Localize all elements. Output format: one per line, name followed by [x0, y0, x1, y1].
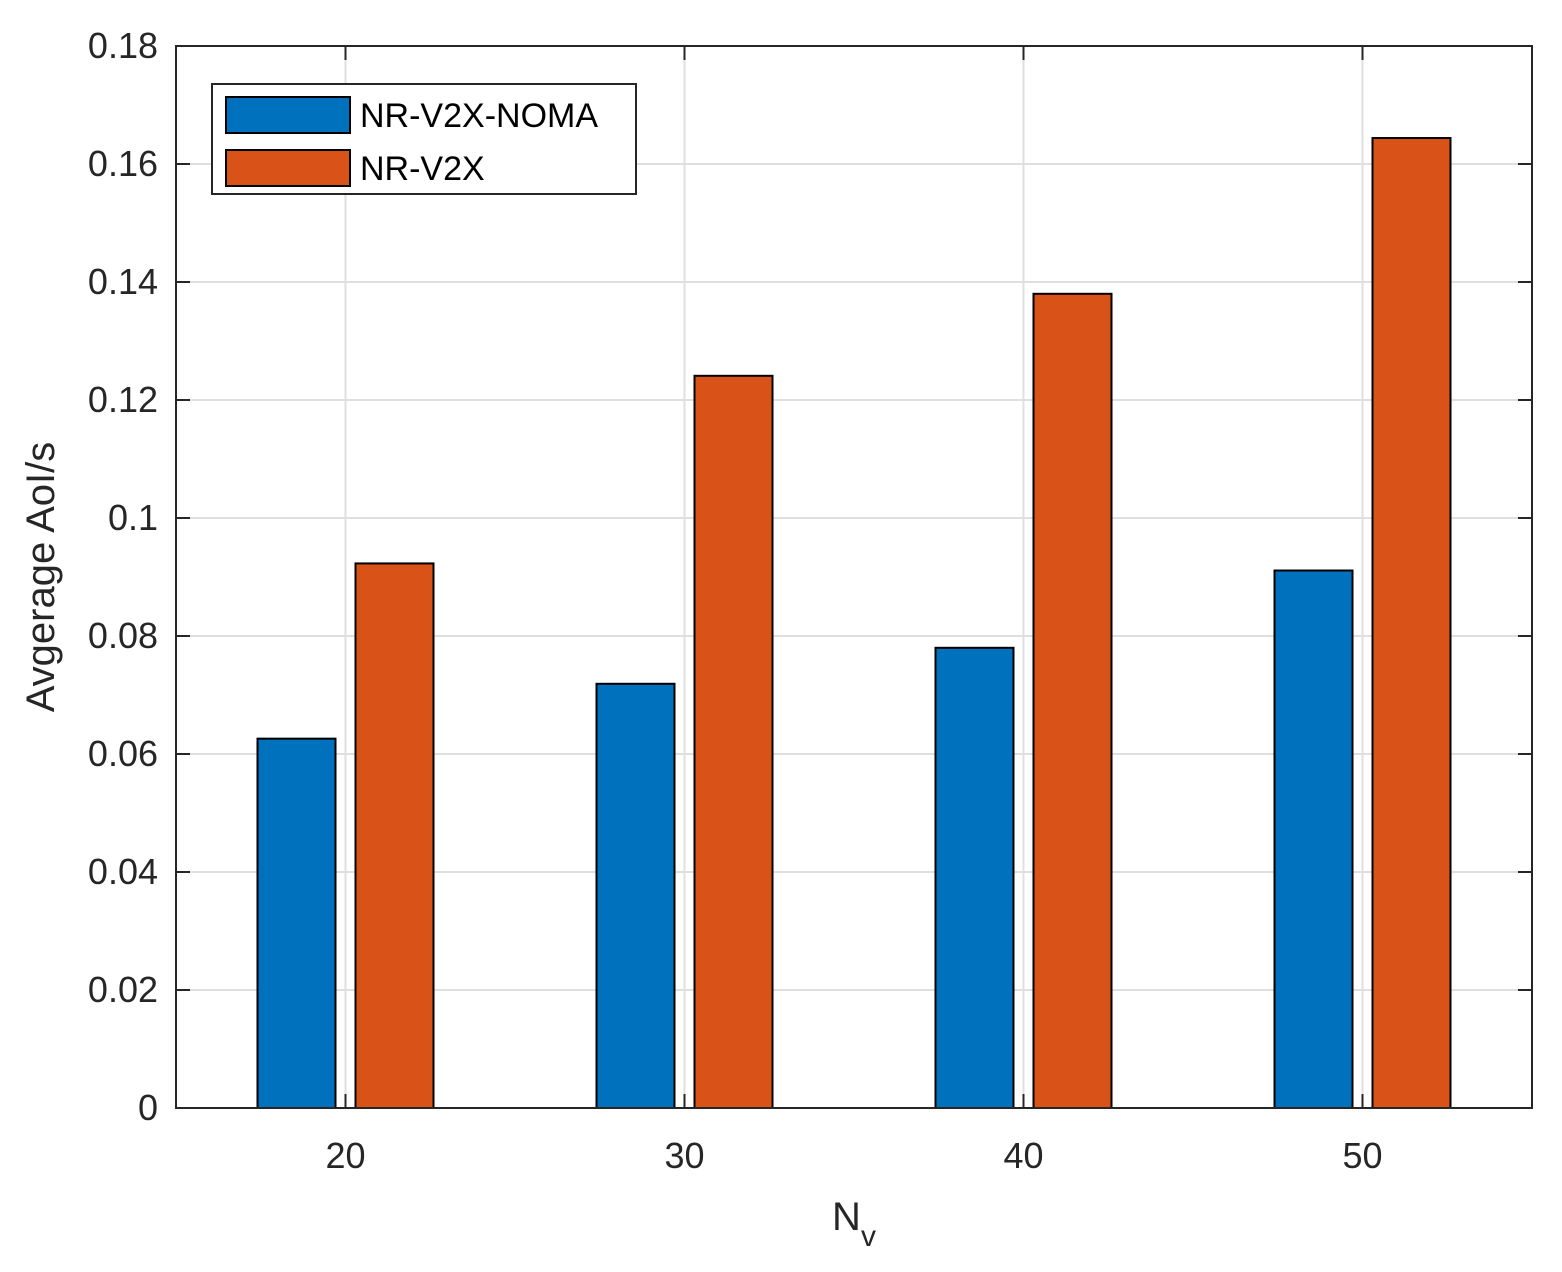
y-tick-label: 0.1 — [108, 497, 158, 538]
bar-nr-v2x-noma-20 — [256, 737, 337, 1109]
x-axis-label-main: N — [832, 1195, 861, 1239]
axis-ticks — [176, 45, 1532, 1109]
bar-nr-v2x-30 — [693, 374, 774, 1109]
bar-nr-v2x-noma-30 — [595, 682, 676, 1109]
x-tick-label: 20 — [325, 1135, 365, 1176]
x-axis-tick-labels: 20 30 40 50 — [325, 1135, 1382, 1176]
y-tick-label: 0.18 — [88, 25, 158, 66]
y-tick-label: 0 — [138, 1087, 158, 1128]
y-tick-label: 0.14 — [88, 261, 158, 302]
y-tick-label: 0.08 — [88, 615, 158, 656]
bar-nr-v2x-noma-50 — [1273, 569, 1354, 1109]
x-tick-label: 50 — [1342, 1135, 1382, 1176]
y-axis-tick-labels: 0 0.02 0.04 0.06 0.08 0.1 0.12 0.14 0.16 0.18 — [88, 25, 158, 1128]
y-tick-label: 0.02 — [88, 969, 158, 1010]
bars — [256, 137, 1452, 1110]
x-tick-label: 40 — [1003, 1135, 1043, 1176]
legend: NR-V2X-NOMA NR-V2X — [211, 83, 637, 195]
y-tick-label: 0.04 — [88, 851, 158, 892]
x-tick-label: 30 — [664, 1135, 704, 1176]
bar-nr-v2x-noma-40 — [934, 646, 1015, 1109]
x-axis-label: Nv — [832, 1195, 876, 1253]
legend-label-nr-v2x: NR-V2X — [360, 150, 485, 188]
y-tick-label: 0.12 — [88, 379, 158, 420]
y-tick-label: 0.16 — [88, 143, 158, 184]
plot-frame — [175, 45, 1533, 1109]
bar-nr-v2x-50 — [1371, 137, 1452, 1110]
legend-swatch-nr-v2x-noma — [225, 96, 351, 134]
legend-swatch-nr-v2x — [225, 149, 351, 187]
y-tick-label: 0.06 — [88, 733, 158, 774]
y-axis-label: Avgerage AoI/s — [19, 442, 63, 713]
bar-nr-v2x-20 — [354, 562, 435, 1109]
x-axis-label-subscript: v — [861, 1220, 876, 1253]
bar-nr-v2x-40 — [1032, 292, 1113, 1109]
legend-label-nr-v2x-noma: NR-V2X-NOMA — [360, 97, 598, 135]
